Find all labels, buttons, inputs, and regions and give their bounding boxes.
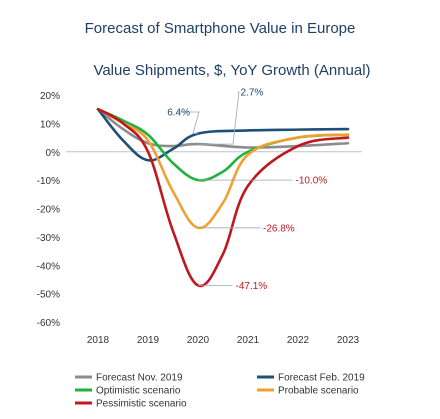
y-tick-label: -50% <box>37 290 60 301</box>
chart-subtitle: Value Shipments, $, YoY Growth (Annual) <box>93 62 370 79</box>
y-tick-label: -40% <box>37 261 60 272</box>
legend-item: Forecast Nov. 2019 <box>75 373 183 384</box>
annotation-leader-line <box>177 111 200 134</box>
y-axis-ticks: 20% 10% 0% -10% -20% -30% -40% -50% -60% <box>37 91 60 329</box>
y-tick-label: -60% <box>37 318 60 329</box>
annotation-label: -26.8% <box>263 223 295 234</box>
y-tick-label: -10% <box>37 176 60 187</box>
series-line-forecast-nov-2019 <box>96 107 350 149</box>
x-tick-label: 2021 <box>237 335 260 346</box>
legend-item: Pessimistic scenario <box>75 399 187 410</box>
y-tick-label: 20% <box>40 91 60 102</box>
y-tick-label: 0% <box>46 148 61 159</box>
y-tick-label: 10% <box>40 119 60 130</box>
y-tick-label: -20% <box>37 205 60 216</box>
legend-item: Optimistic scenario <box>75 386 181 397</box>
y-tick-label: -30% <box>37 233 60 244</box>
legend-label: Pessimistic scenario <box>96 399 187 410</box>
legend-label: Forecast Nov. 2019 <box>96 373 183 384</box>
annotation-label: 6.4% <box>167 108 190 119</box>
annotation-label: -10.0% <box>296 176 328 187</box>
x-tick-label: 2019 <box>137 335 160 346</box>
legend-label: Optimistic scenario <box>96 386 181 397</box>
series-line-forecast-feb-2019 <box>96 107 350 162</box>
x-axis-ticks: 2018 2019 2020 2021 2022 2023 <box>87 335 360 346</box>
annotation-label: 2.7% <box>241 88 264 99</box>
chart-title: Forecast of Smartphone Value in Europe <box>85 20 356 37</box>
legend-label: Probable scenario <box>278 386 359 397</box>
series-layer <box>96 107 350 288</box>
legend-label: Forecast Feb. 2019 <box>278 373 365 384</box>
annotation-label: -47.1% <box>236 281 268 292</box>
x-tick-label: 2022 <box>287 335 310 346</box>
legend-item: Probable scenario <box>257 386 359 397</box>
x-tick-label: 2020 <box>187 335 210 346</box>
x-tick-label: 2023 <box>337 335 360 346</box>
legend-item: Forecast Feb. 2019 <box>257 373 365 384</box>
legend: Forecast Nov. 2019 Forecast Feb. 2019 Opti… <box>75 373 365 410</box>
annotation-leader-line <box>198 91 240 145</box>
x-tick-label: 2018 <box>87 335 110 346</box>
annotation-layer: 2.7% 6.4% -10.0% -26.8% -47.1% <box>167 88 327 292</box>
